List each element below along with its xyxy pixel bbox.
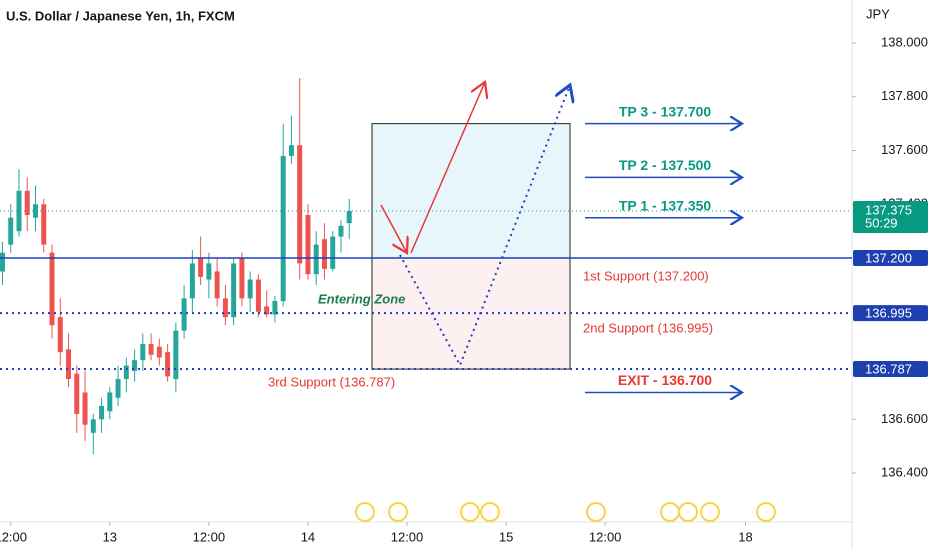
event-icon xyxy=(660,502,680,522)
y-tick-label: 136.600 xyxy=(881,411,928,426)
candle-body xyxy=(156,346,162,358)
candle-body xyxy=(0,252,5,272)
countdown: 50:29 xyxy=(865,215,898,230)
candle-body xyxy=(66,349,72,380)
event-icon xyxy=(678,502,698,522)
candle-body xyxy=(115,379,121,398)
exit-label: EXIT - 136.700 xyxy=(618,372,712,388)
candle-body xyxy=(123,365,129,380)
chart-title: U.S. Dollar / Japanese Yen, 1h, FXCM xyxy=(6,8,235,23)
candle-body xyxy=(181,298,187,331)
support-axis-label: 136.787 xyxy=(865,361,912,376)
support-axis-box xyxy=(853,250,928,267)
candle-body xyxy=(214,271,220,299)
x-tick-label: 18 xyxy=(738,529,752,544)
support-label: 1st Support (137.200) xyxy=(583,268,709,283)
candle-body xyxy=(165,352,171,377)
event-icon xyxy=(700,502,720,522)
candle-body xyxy=(280,155,286,302)
x-tick-label: 12:00 xyxy=(193,529,226,544)
projection-dotted xyxy=(399,85,570,368)
y-tick-label: 138.000 xyxy=(881,34,928,49)
candle-body xyxy=(99,405,105,420)
support-axis-box xyxy=(853,361,928,378)
candle-body xyxy=(24,190,30,216)
current-price-box xyxy=(853,201,928,234)
candle-body xyxy=(231,263,237,318)
support-axis-box xyxy=(853,305,928,322)
candle-body xyxy=(132,360,138,371)
x-tick-label: 13 xyxy=(103,529,117,544)
candle-body xyxy=(288,145,294,156)
event-icon xyxy=(480,502,500,522)
event-icon xyxy=(586,502,606,522)
candle-body xyxy=(189,263,195,299)
target-label: TP 3 - 137.700 xyxy=(619,103,712,119)
x-tick-label: 12:00 xyxy=(0,529,27,544)
candle-body xyxy=(255,279,261,312)
projection-arrow xyxy=(380,204,407,253)
candle-body xyxy=(90,419,96,433)
candle-body xyxy=(140,344,146,361)
x-tick-label: 15 xyxy=(499,529,513,544)
y-tick-label: 136.400 xyxy=(881,465,928,480)
candle-body xyxy=(206,263,212,280)
stop-zone xyxy=(371,257,571,370)
support-axis-label: 137.200 xyxy=(865,250,912,265)
candle-body xyxy=(321,239,327,269)
candle-body xyxy=(239,258,245,299)
candle-body xyxy=(74,373,80,414)
candle-body xyxy=(8,217,14,245)
candle-body xyxy=(272,301,278,315)
candle-body xyxy=(33,204,38,218)
candle-body xyxy=(222,298,228,318)
target-label: TP 1 - 137.350 xyxy=(619,197,712,213)
target-label: TP 2 - 137.500 xyxy=(619,157,712,173)
candle-body xyxy=(305,215,311,275)
candle-body xyxy=(173,330,179,380)
candle-body xyxy=(330,236,336,269)
candle-body xyxy=(313,244,319,275)
candle-body xyxy=(57,317,63,353)
candle-body xyxy=(41,204,47,245)
support-axis-label: 136.995 xyxy=(865,306,912,321)
candle-body xyxy=(148,344,154,355)
candle-body xyxy=(338,225,344,237)
candle-body xyxy=(82,392,88,425)
x-tick-label: 12:00 xyxy=(589,529,622,544)
support-label: 3rd Support (136.787) xyxy=(268,374,395,389)
projection-arrow xyxy=(410,82,485,254)
x-tick-label: 14 xyxy=(301,529,315,544)
event-icon xyxy=(388,502,408,522)
candle-body xyxy=(16,190,22,232)
zone-label: Entering Zone xyxy=(318,291,405,306)
target-zone xyxy=(371,123,571,259)
event-icon xyxy=(756,502,776,522)
candle-body xyxy=(264,306,270,315)
support-label: 2nd Support (136.995) xyxy=(583,321,713,336)
y-tick-label: 137.600 xyxy=(881,142,928,157)
event-icons xyxy=(355,502,776,522)
candle-body xyxy=(107,392,113,412)
candle-body xyxy=(346,211,352,224)
currency: JPY xyxy=(866,6,890,21)
candle-body xyxy=(49,252,55,326)
current-price-label: 137.375 xyxy=(865,202,912,217)
event-icon xyxy=(355,502,375,522)
candle-body xyxy=(198,258,204,277)
candle-body xyxy=(297,145,303,264)
candle-body xyxy=(247,279,253,299)
y-tick-label: 137.800 xyxy=(881,88,928,103)
x-tick-label: 12:00 xyxy=(391,529,424,544)
event-icon xyxy=(460,502,480,522)
